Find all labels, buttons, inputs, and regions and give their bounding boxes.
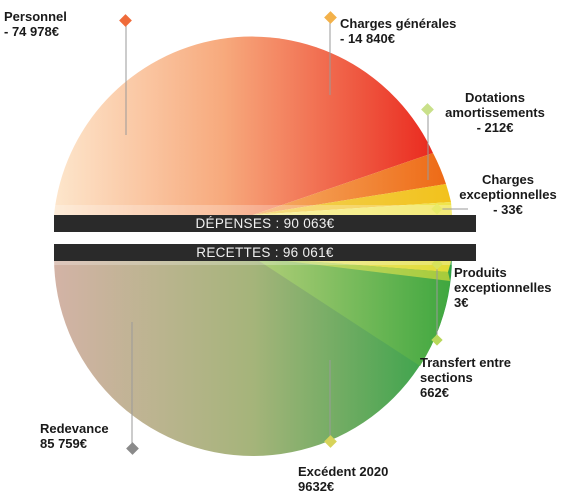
label-excedent-name: Excédent 2020 xyxy=(298,464,389,479)
label-transfert: Transfert entre sections 662€ xyxy=(420,355,511,400)
label-dotations: Dotations amortissements - 212€ xyxy=(432,90,558,135)
marker-transfert xyxy=(431,334,443,346)
slice-excedent xyxy=(253,257,450,366)
slice-transfert xyxy=(253,257,450,281)
label-redevance-name: Redevance xyxy=(40,421,109,436)
label-charges-generales-name: Charges générales xyxy=(340,16,457,31)
marker-personnel xyxy=(119,14,132,27)
label-personnel-name: Personnel xyxy=(4,9,67,24)
label-charges-exc-name2: exceptionnelles xyxy=(459,187,557,202)
marker-excedent xyxy=(324,435,337,448)
label-dotations-name: Dotations xyxy=(465,90,525,105)
label-dotations-value: - 212€ xyxy=(476,120,514,135)
band-shadow-bottom xyxy=(54,257,452,265)
marker-redevance xyxy=(126,442,139,455)
label-excedent-value: 9632€ xyxy=(298,479,335,494)
label-charges-exc-name: Charges xyxy=(481,172,535,187)
label-charges-generales: Charges générales - 14 840€ xyxy=(340,16,456,46)
label-personnel: Personnel - 74 978€ xyxy=(4,9,67,39)
label-produits-exc-name: Produits xyxy=(454,265,507,280)
label-redevance: Redevance 85 759€ xyxy=(40,421,109,451)
depenses-total-band: DÉPENSES : 90 063€ xyxy=(54,215,476,232)
label-dotations-name2: amortissements xyxy=(445,105,545,120)
label-produits-exc-value: 3€ xyxy=(454,295,469,310)
slice-personnel xyxy=(54,36,433,215)
slice-dotations xyxy=(253,184,451,215)
label-excedent: Excédent 2020 9632€ xyxy=(298,464,388,494)
label-charges-exc-value: - 33€ xyxy=(493,202,523,217)
label-produits-exc-name2: exceptionnelles xyxy=(454,280,552,295)
label-charges-exceptionnelles: Charges exceptionnelles - 33€ xyxy=(448,172,568,217)
slice-charges-exceptionnelles xyxy=(253,202,452,215)
label-charges-generales-value: - 14 840€ xyxy=(340,31,395,46)
marker-charges-generales xyxy=(324,11,337,24)
label-redevance-value: 85 759€ xyxy=(40,436,87,451)
marker-dotations xyxy=(421,103,434,116)
label-transfert-name: Transfert entre xyxy=(420,355,512,370)
label-produits-exceptionnels: Produits exceptionnelles 3€ xyxy=(454,265,552,310)
label-transfert-value: 662€ xyxy=(420,385,449,400)
recettes-total-band: RECETTES : 96 061€ xyxy=(54,244,476,261)
label-transfert-name2: sections xyxy=(420,370,473,385)
marker-charges-exceptionnelles xyxy=(431,203,443,215)
slice-charges-generales xyxy=(253,153,446,215)
marker-produits-exceptionnels xyxy=(431,258,443,270)
label-personnel-value: - 74 978€ xyxy=(4,24,59,39)
band-shadow-top xyxy=(54,205,452,215)
